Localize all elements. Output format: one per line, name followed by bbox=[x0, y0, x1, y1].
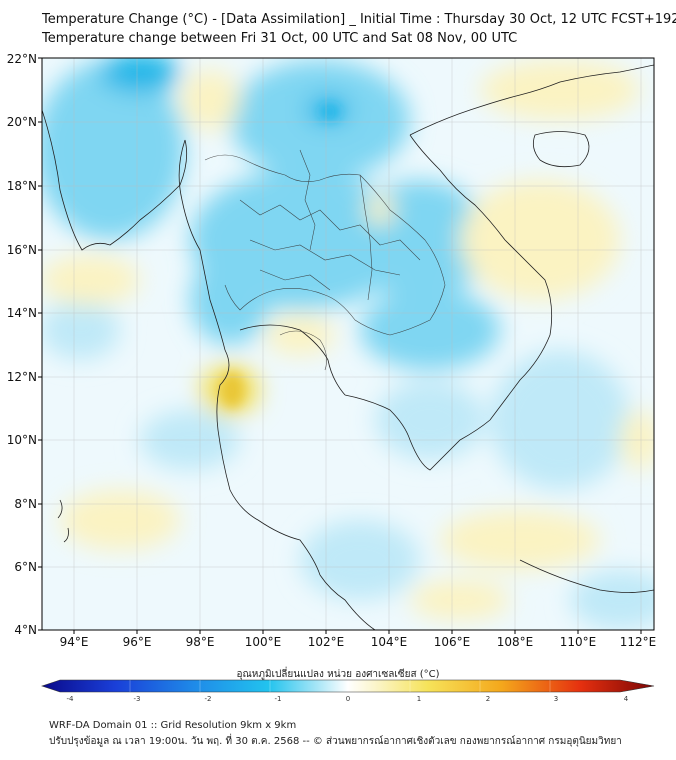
lon-label: 110°E bbox=[560, 635, 597, 649]
coastlines bbox=[42, 64, 654, 630]
footer-model-info: WRF-DA Domain 01 :: Grid Resolution 9km … bbox=[49, 720, 297, 731]
temperature-field bbox=[42, 58, 654, 630]
colorbar-label: 1 bbox=[417, 695, 421, 703]
lat-label: 8°N bbox=[14, 497, 37, 511]
lat-label: 20°N bbox=[7, 115, 37, 129]
colorbar-label: 2 bbox=[486, 695, 490, 703]
lat-label: 18°N bbox=[7, 179, 37, 193]
footer-credit: ปรับปรุงข้อมูล ณ เวลา 19:00น. วัน พฤ. ที… bbox=[49, 736, 622, 747]
lon-label: 100°E bbox=[245, 635, 282, 649]
colorbar-label: 3 bbox=[554, 695, 558, 703]
colorbar-label: -4 bbox=[67, 695, 75, 703]
colorbar-label: 4 bbox=[624, 695, 629, 703]
lat-label: 6°N bbox=[14, 560, 37, 574]
colorbar-title: อุณหภูมิเปลี่ยนแปลง หน่วย องศาเซลเซียส (… bbox=[236, 669, 440, 680]
colorbar: -4 -3 -2 -1 0 1 2 3 4 bbox=[41, 679, 655, 703]
lat-label: 22°N bbox=[7, 52, 37, 66]
lon-label: 94°E bbox=[60, 635, 89, 649]
lon-tick-labels: 94°E 96°E 98°E 100°E 102°E 104°E 106°E 1… bbox=[60, 635, 657, 649]
lat-label: 10°N bbox=[7, 433, 37, 447]
tick-marks bbox=[38, 57, 642, 634]
colorbar-label: 0 bbox=[346, 695, 350, 703]
map-subtitle: Temperature change between Fri 31 Oct, 0… bbox=[42, 31, 518, 46]
lon-label: 104°E bbox=[371, 635, 408, 649]
lat-label: 12°N bbox=[7, 370, 37, 384]
lat-tick-labels: 22°N 20°N 18°N 16°N 14°N 12°N 10°N 8°N 6… bbox=[7, 52, 37, 637]
lon-label: 108°E bbox=[497, 635, 534, 649]
colorbar-label: -3 bbox=[134, 695, 141, 703]
lat-label: 16°N bbox=[7, 243, 37, 257]
lon-label: 106°E bbox=[434, 635, 471, 649]
lon-label: 96°E bbox=[123, 635, 152, 649]
map-frame bbox=[41, 57, 655, 631]
gridlines bbox=[42, 58, 654, 630]
colorbar-label: -1 bbox=[275, 695, 282, 703]
map-title: Temperature Change (°C) - [Data Assimila… bbox=[42, 12, 676, 27]
country-borders bbox=[204, 149, 446, 371]
lon-label: 112°E bbox=[620, 635, 657, 649]
colorbar-label: -2 bbox=[205, 695, 212, 703]
lat-label: 14°N bbox=[7, 306, 37, 320]
lon-label: 98°E bbox=[186, 635, 215, 649]
lat-label: 4°N bbox=[14, 623, 37, 637]
colorbar-gradient bbox=[41, 679, 655, 693]
lon-label: 102°E bbox=[308, 635, 345, 649]
